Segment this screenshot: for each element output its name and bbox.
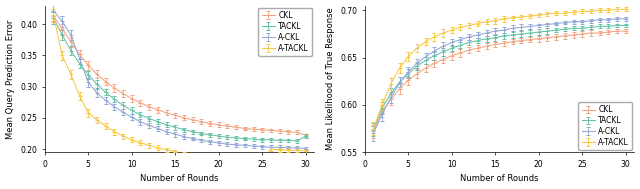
Y-axis label: Mean Query Prediction Error: Mean Query Prediction Error [6, 19, 15, 139]
Legend: CKL, TACKL, A-CKL, A-TACKL: CKL, TACKL, A-CKL, A-TACKL [259, 8, 312, 56]
Legend: CKL, TACKL, A-CKL, A-TACKL: CKL, TACKL, A-CKL, A-TACKL [579, 102, 632, 150]
X-axis label: Number of Rounds: Number of Rounds [460, 174, 539, 184]
X-axis label: Number of Rounds: Number of Rounds [140, 174, 219, 184]
Y-axis label: Mean Likelihood of True Response: Mean Likelihood of True Response [326, 8, 335, 150]
